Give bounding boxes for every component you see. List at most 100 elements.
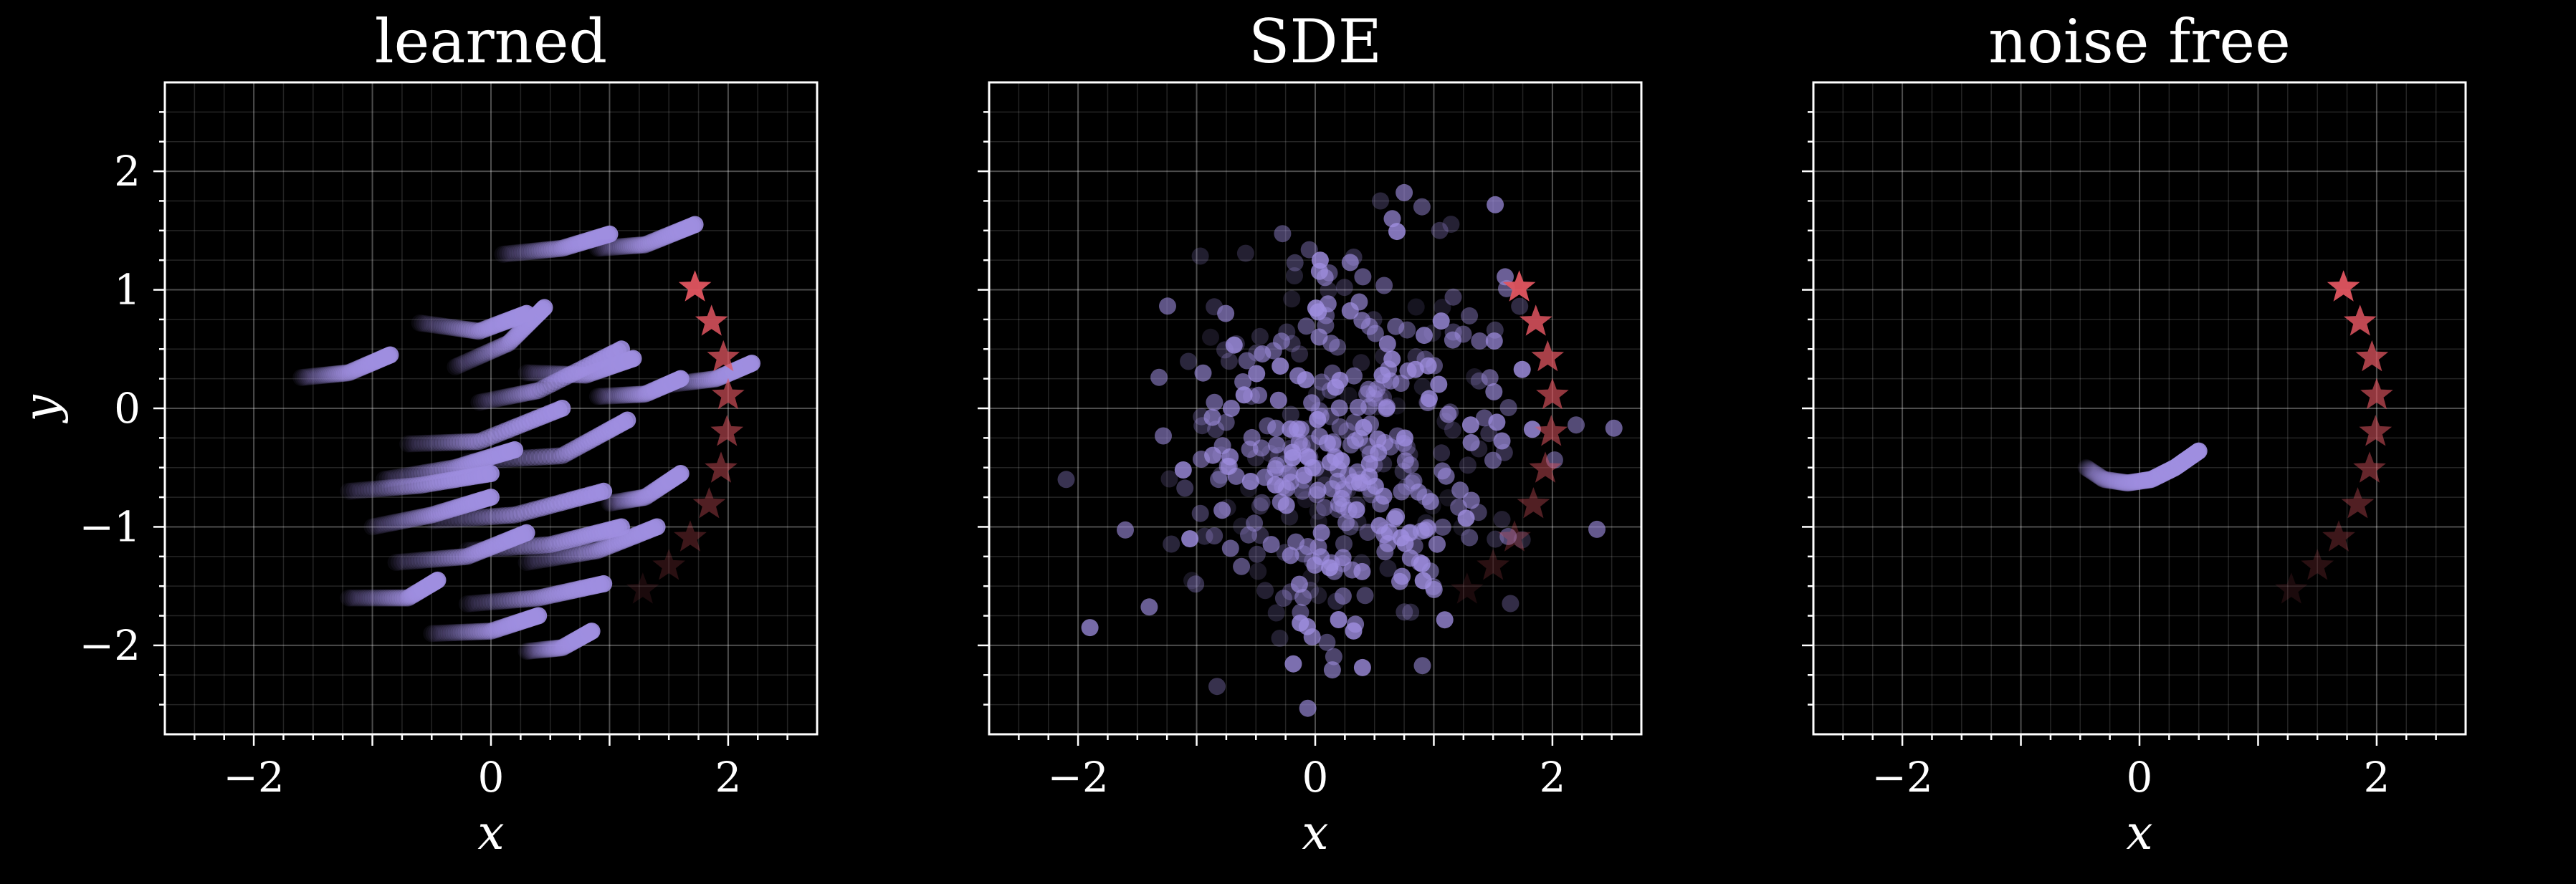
trajectory-point	[2114, 474, 2132, 491]
trajectory-point	[548, 640, 565, 657]
trajectory-point	[519, 243, 536, 261]
trajectory-point	[621, 237, 638, 255]
trajectory-point	[2118, 474, 2136, 491]
trajectory-point	[495, 336, 513, 354]
trajectory-point	[553, 533, 571, 551]
x-tick-label: 0	[1302, 753, 1329, 802]
sample-point	[1309, 502, 1327, 520]
trajectory-point	[636, 489, 654, 506]
trajectory-point	[624, 236, 642, 254]
trajectory-point	[320, 366, 338, 384]
trajectory-point	[480, 392, 498, 409]
trajectory-point	[603, 387, 621, 405]
trajectory-point	[520, 383, 538, 401]
trajectory-point	[634, 236, 652, 254]
trajectory-point	[579, 365, 597, 383]
trajectory-point	[586, 542, 604, 560]
sample-point	[1289, 367, 1307, 385]
trajectory-point	[538, 448, 555, 466]
trajectory-point	[477, 392, 495, 410]
sample-point	[1325, 648, 1342, 666]
trajectory-point	[450, 510, 468, 528]
trajectory-point	[559, 532, 577, 549]
trajectory-point	[362, 589, 380, 607]
trajectory-point	[572, 366, 590, 384]
sample-point	[1325, 562, 1343, 580]
sample-point	[1330, 495, 1347, 513]
sample-point	[1418, 519, 1436, 537]
trajectory-point	[501, 332, 519, 350]
sample-point	[1450, 499, 1468, 516]
trajectory-point	[405, 466, 423, 484]
trajectory-point	[515, 385, 533, 403]
sample-point	[1282, 405, 1299, 423]
trajectory-point	[509, 244, 527, 261]
trajectory-point	[517, 554, 535, 572]
trajectory-point	[583, 364, 601, 382]
target-star	[1531, 340, 1565, 372]
sample-point	[1268, 456, 1285, 474]
trajectory-point	[700, 371, 717, 388]
trajectory-point	[640, 234, 658, 252]
sample-point	[1493, 432, 1511, 450]
x-axis-label: x	[1302, 805, 1328, 860]
trajectory-point	[562, 365, 580, 383]
trajectory-point	[433, 511, 451, 529]
trajectory-point	[298, 368, 316, 386]
sample-point	[1338, 422, 1356, 440]
sample-point	[1191, 504, 1209, 522]
trajectory-point	[2108, 473, 2126, 490]
target-star	[712, 378, 745, 410]
trajectory-point	[482, 593, 500, 611]
sample-point	[1217, 413, 1235, 431]
trajectory-point	[619, 411, 636, 429]
trajectory-point	[601, 537, 619, 554]
trajectory-point	[560, 365, 578, 383]
trajectory-point	[393, 478, 411, 496]
trajectory-point	[2119, 474, 2137, 491]
trajectory-point	[462, 351, 480, 369]
trajectory-point	[408, 476, 426, 494]
trajectory-point	[464, 623, 482, 640]
trajectory-point	[543, 375, 561, 393]
sample-point	[1225, 336, 1243, 354]
trajectory-point	[458, 433, 476, 451]
trajectory-point	[535, 551, 553, 568]
sample-point	[1421, 562, 1439, 580]
trajectory-point	[390, 553, 408, 571]
trajectory-point	[524, 537, 542, 554]
trajectory-point	[561, 237, 579, 255]
trajectory-point	[440, 624, 458, 642]
trajectory-point	[330, 365, 348, 383]
trajectory-point	[413, 508, 431, 526]
trajectory-point	[2104, 472, 2122, 490]
trajectory-point	[2142, 471, 2160, 489]
trajectory-point	[376, 471, 393, 489]
trajectory-point	[482, 342, 500, 360]
trajectory-point	[471, 509, 489, 527]
trajectory-point	[423, 512, 441, 530]
trajectory-point	[492, 389, 510, 407]
panel-title: SDE	[1249, 6, 1382, 77]
trajectory-point	[431, 317, 449, 335]
trajectory-point	[2110, 473, 2127, 491]
target-star	[707, 340, 740, 372]
trajectory-point	[617, 491, 635, 509]
trajectory-point	[2091, 468, 2109, 486]
x-tick-label: −2	[1871, 753, 1933, 802]
trajectory-point	[512, 385, 530, 403]
trajectory-point	[355, 589, 373, 607]
trajectory-point	[363, 481, 381, 499]
sample-point	[1233, 517, 1251, 535]
trajectory-point	[545, 447, 563, 465]
trajectory-point	[2085, 464, 2103, 482]
trajectory-point	[2100, 471, 2118, 489]
trajectory-point	[381, 479, 399, 496]
trajectory-point	[619, 386, 636, 404]
trajectory-point	[499, 506, 517, 524]
trajectory-point	[505, 330, 522, 347]
sample-point	[1294, 482, 1312, 500]
trajectory-point	[614, 237, 632, 255]
trajectory-point	[468, 322, 485, 340]
trajectory-point	[533, 448, 551, 466]
